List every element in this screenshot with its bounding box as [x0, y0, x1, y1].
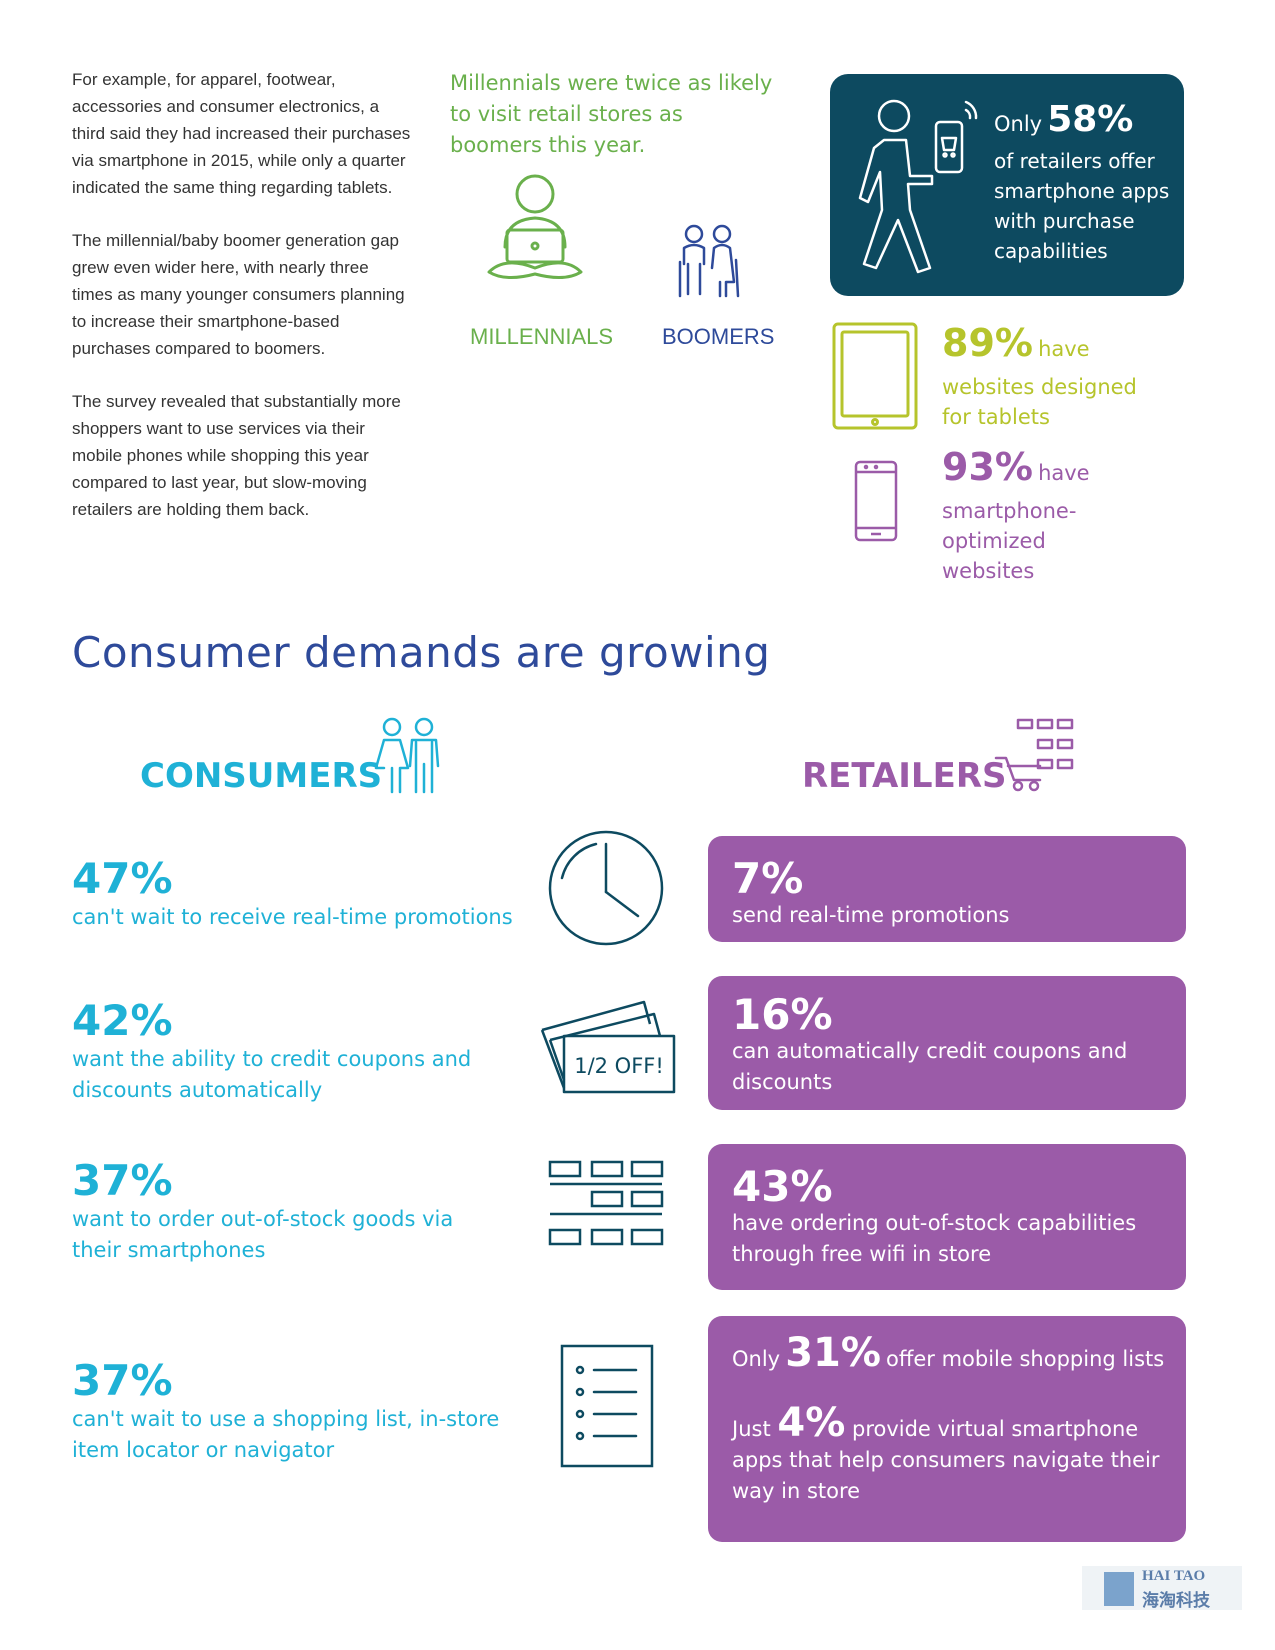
retailer-line-2: Just 4% provide virtual smartphone apps … — [732, 1403, 1162, 1507]
tablet-stat: 89% have websites designed for tablets — [942, 322, 1172, 432]
consumer-text-1: can't wait to receive real-time promotio… — [72, 905, 513, 929]
intro-text: For example, for apparel, footwear, acce… — [72, 66, 412, 549]
coupons-icon: 1/2 OFF! — [540, 1000, 676, 1094]
consumer-stat-3: 37% want to order out-of-stock goods via… — [72, 1158, 472, 1266]
apps-value: 58% — [1047, 99, 1134, 140]
smartphone-icon — [854, 460, 898, 542]
retailer-text-2: can automatically credit coupons and dis… — [732, 1039, 1128, 1094]
intro-paragraph-1: For example, for apparel, footwear, acce… — [72, 70, 411, 197]
apps-description: of retailers offer smartphone apps with … — [994, 149, 1170, 263]
retailer-box-2: 16% can automatically credit coupons and… — [708, 976, 1186, 1110]
consumer-text-3: want to order out-of-stock goods via the… — [72, 1207, 454, 1262]
tablet-description: websites designed for tablets — [942, 375, 1137, 429]
retailer-line2-text: provide virtual smartphone apps that hel… — [732, 1417, 1160, 1503]
phone-description: smartphone-optimized websites — [942, 499, 1077, 583]
boomers-label: BOOMERS — [662, 324, 775, 349]
intro-paragraph-3: The survey revealed that substantially m… — [72, 392, 401, 519]
retailer-value-1: 7% — [732, 854, 804, 903]
retailer-line2-prefix: Just — [732, 1417, 771, 1441]
retailer-apps-box: Only 58% of retailers offer smartphone a… — [830, 74, 1184, 296]
millennial-laptop-icon — [487, 174, 583, 279]
retailer-line2-value: 4% — [777, 1400, 846, 1446]
retailer-box-3: 43% have ordering out-of-stock capabilit… — [708, 1144, 1186, 1290]
phone-stat: 93% have smartphone-optimized websites — [942, 446, 1172, 586]
consumer-text-4: can't wait to use a shopping list, in-st… — [72, 1407, 500, 1462]
retailer-box-1: 7% send real-time promotions — [708, 836, 1186, 942]
phone-have: have — [1038, 461, 1090, 485]
retailer-box-4: Only 31% offer mobile shopping lists Jus… — [708, 1316, 1186, 1542]
retailers-heading: RETAILERS — [802, 756, 1007, 796]
consumer-value-2: 42% — [72, 996, 173, 1045]
tablet-have: have — [1038, 337, 1090, 361]
checklist-icon — [560, 1344, 654, 1468]
apps-prefix: Only — [994, 112, 1043, 136]
tablet-icon — [832, 322, 918, 430]
watermark-logo-icon — [1104, 1572, 1134, 1606]
coupon-label: 1/2 OFF! — [574, 1054, 664, 1078]
apps-stat-text: Only 58% of retailers offer smartphone a… — [994, 100, 1174, 266]
consumer-value-1: 47% — [72, 854, 173, 903]
watermark-cn: 海淘科技 — [1142, 1591, 1210, 1611]
shelves-icon — [548, 1160, 664, 1246]
consumer-stat-2: 42% want the ability to credit coupons a… — [72, 998, 502, 1106]
retailers-cart-icon — [994, 718, 1074, 792]
boomers-couple-icon — [678, 224, 740, 298]
consumers-heading: CONSUMERS — [140, 756, 383, 796]
retailer-line1-prefix: Only — [732, 1347, 781, 1371]
person-with-phone-icon — [858, 99, 978, 274]
retailer-value-3: 43% — [732, 1162, 833, 1211]
millennials-label: MILLENNIALS — [470, 324, 614, 349]
consumer-stat-1: 47% can't wait to receive real-time prom… — [72, 856, 532, 933]
consumer-text-2: want the ability to credit coupons and d… — [72, 1047, 472, 1102]
retailer-line1-text: offer mobile shopping lists — [886, 1347, 1165, 1371]
retailer-line1-value: 31% — [785, 1330, 881, 1376]
consumer-value-4: 37% — [72, 1356, 173, 1405]
consumer-stat-4: 37% can't wait to use a shopping list, i… — [72, 1358, 512, 1466]
phone-value: 93% — [942, 445, 1033, 489]
section-title: Consumer demands are growing — [72, 628, 771, 677]
retailer-text-3: have ordering out-of-stock capabilities … — [732, 1211, 1137, 1266]
retailer-value-2: 16% — [732, 990, 833, 1039]
consumers-couple-icon — [374, 717, 440, 794]
clock-icon — [548, 830, 664, 946]
watermark: HAI TAO 海淘科技 — [1082, 1566, 1242, 1611]
watermark-en: HAI TAO — [1142, 1568, 1206, 1584]
millennials-headline: Millennials were twice as likely to visi… — [450, 71, 773, 157]
retailer-text-1: send real-time promotions — [732, 903, 1010, 927]
retailer-line-1: Only 31% offer mobile shopping lists — [732, 1330, 1172, 1384]
tablet-value: 89% — [942, 321, 1033, 365]
intro-paragraph-2: The millennial/baby boomer generation ga… — [72, 231, 405, 358]
consumer-value-3: 37% — [72, 1156, 173, 1205]
